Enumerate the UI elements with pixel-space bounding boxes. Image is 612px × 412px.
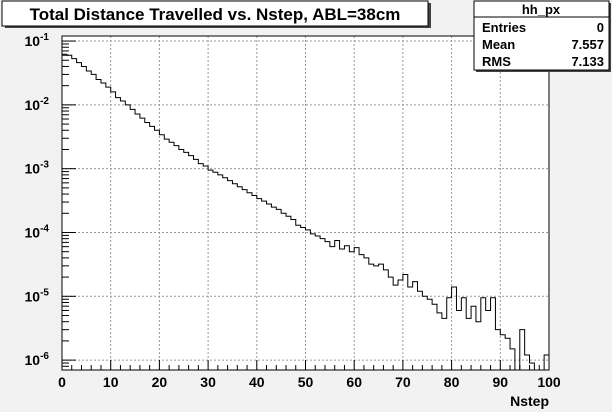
chart-title-box: Total Distance Travelled vs. Nstep, ABL=… (1, 0, 431, 28)
stats-entries-label: Entries (482, 20, 526, 35)
stats-box: hh_px Entries 0 Mean 7.557 RMS 7.133 (473, 0, 611, 72)
y-tick-label: 10-5 (25, 287, 50, 304)
chart-title: Total Distance Travelled vs. Nstep, ABL=… (30, 5, 401, 24)
grid-lines (62, 36, 549, 370)
y-tick-label: 10-3 (25, 160, 50, 177)
stats-entries-value: 0 (597, 20, 604, 35)
x-tick-label: 60 (346, 374, 362, 390)
x-tick-label: 70 (395, 374, 411, 390)
y-tick-label: 10-6 (25, 351, 50, 368)
stats-rms-label: RMS (482, 54, 511, 69)
stats-mean-value: 7.557 (571, 37, 604, 52)
x-tick-label: 0 (58, 374, 66, 390)
stats-box-title: hh_px (522, 2, 561, 17)
axis-ticks (61, 40, 550, 371)
x-tick-label: 40 (249, 374, 265, 390)
stats-rms-value: 7.133 (571, 54, 604, 69)
stats-box-frame (473, 0, 610, 71)
x-tick-label: 90 (493, 374, 509, 390)
x-tick-label: 100 (537, 374, 561, 390)
y-tick-label: 10-1 (25, 32, 50, 49)
x-tick-label: 20 (152, 374, 168, 390)
y-tick-label: 10-4 (25, 223, 50, 240)
axis-tick-labels: 0 10 20 30 40 50 60 70 80 90 100 10-6 10-5 10-4 10-3 10… (25, 32, 561, 390)
y-tick-label: 10-2 (25, 96, 50, 113)
x-tick-label: 50 (298, 374, 314, 390)
x-axis-title: Nstep (510, 393, 549, 409)
x-tick-label: 10 (103, 374, 119, 390)
histogram-series (62, 53, 549, 371)
x-tick-label: 80 (444, 374, 460, 390)
x-tick-label: 30 (200, 374, 216, 390)
stats-mean-label: Mean (482, 37, 515, 52)
plot-frame-background (62, 36, 549, 370)
title-box-frame (1, 0, 429, 27)
